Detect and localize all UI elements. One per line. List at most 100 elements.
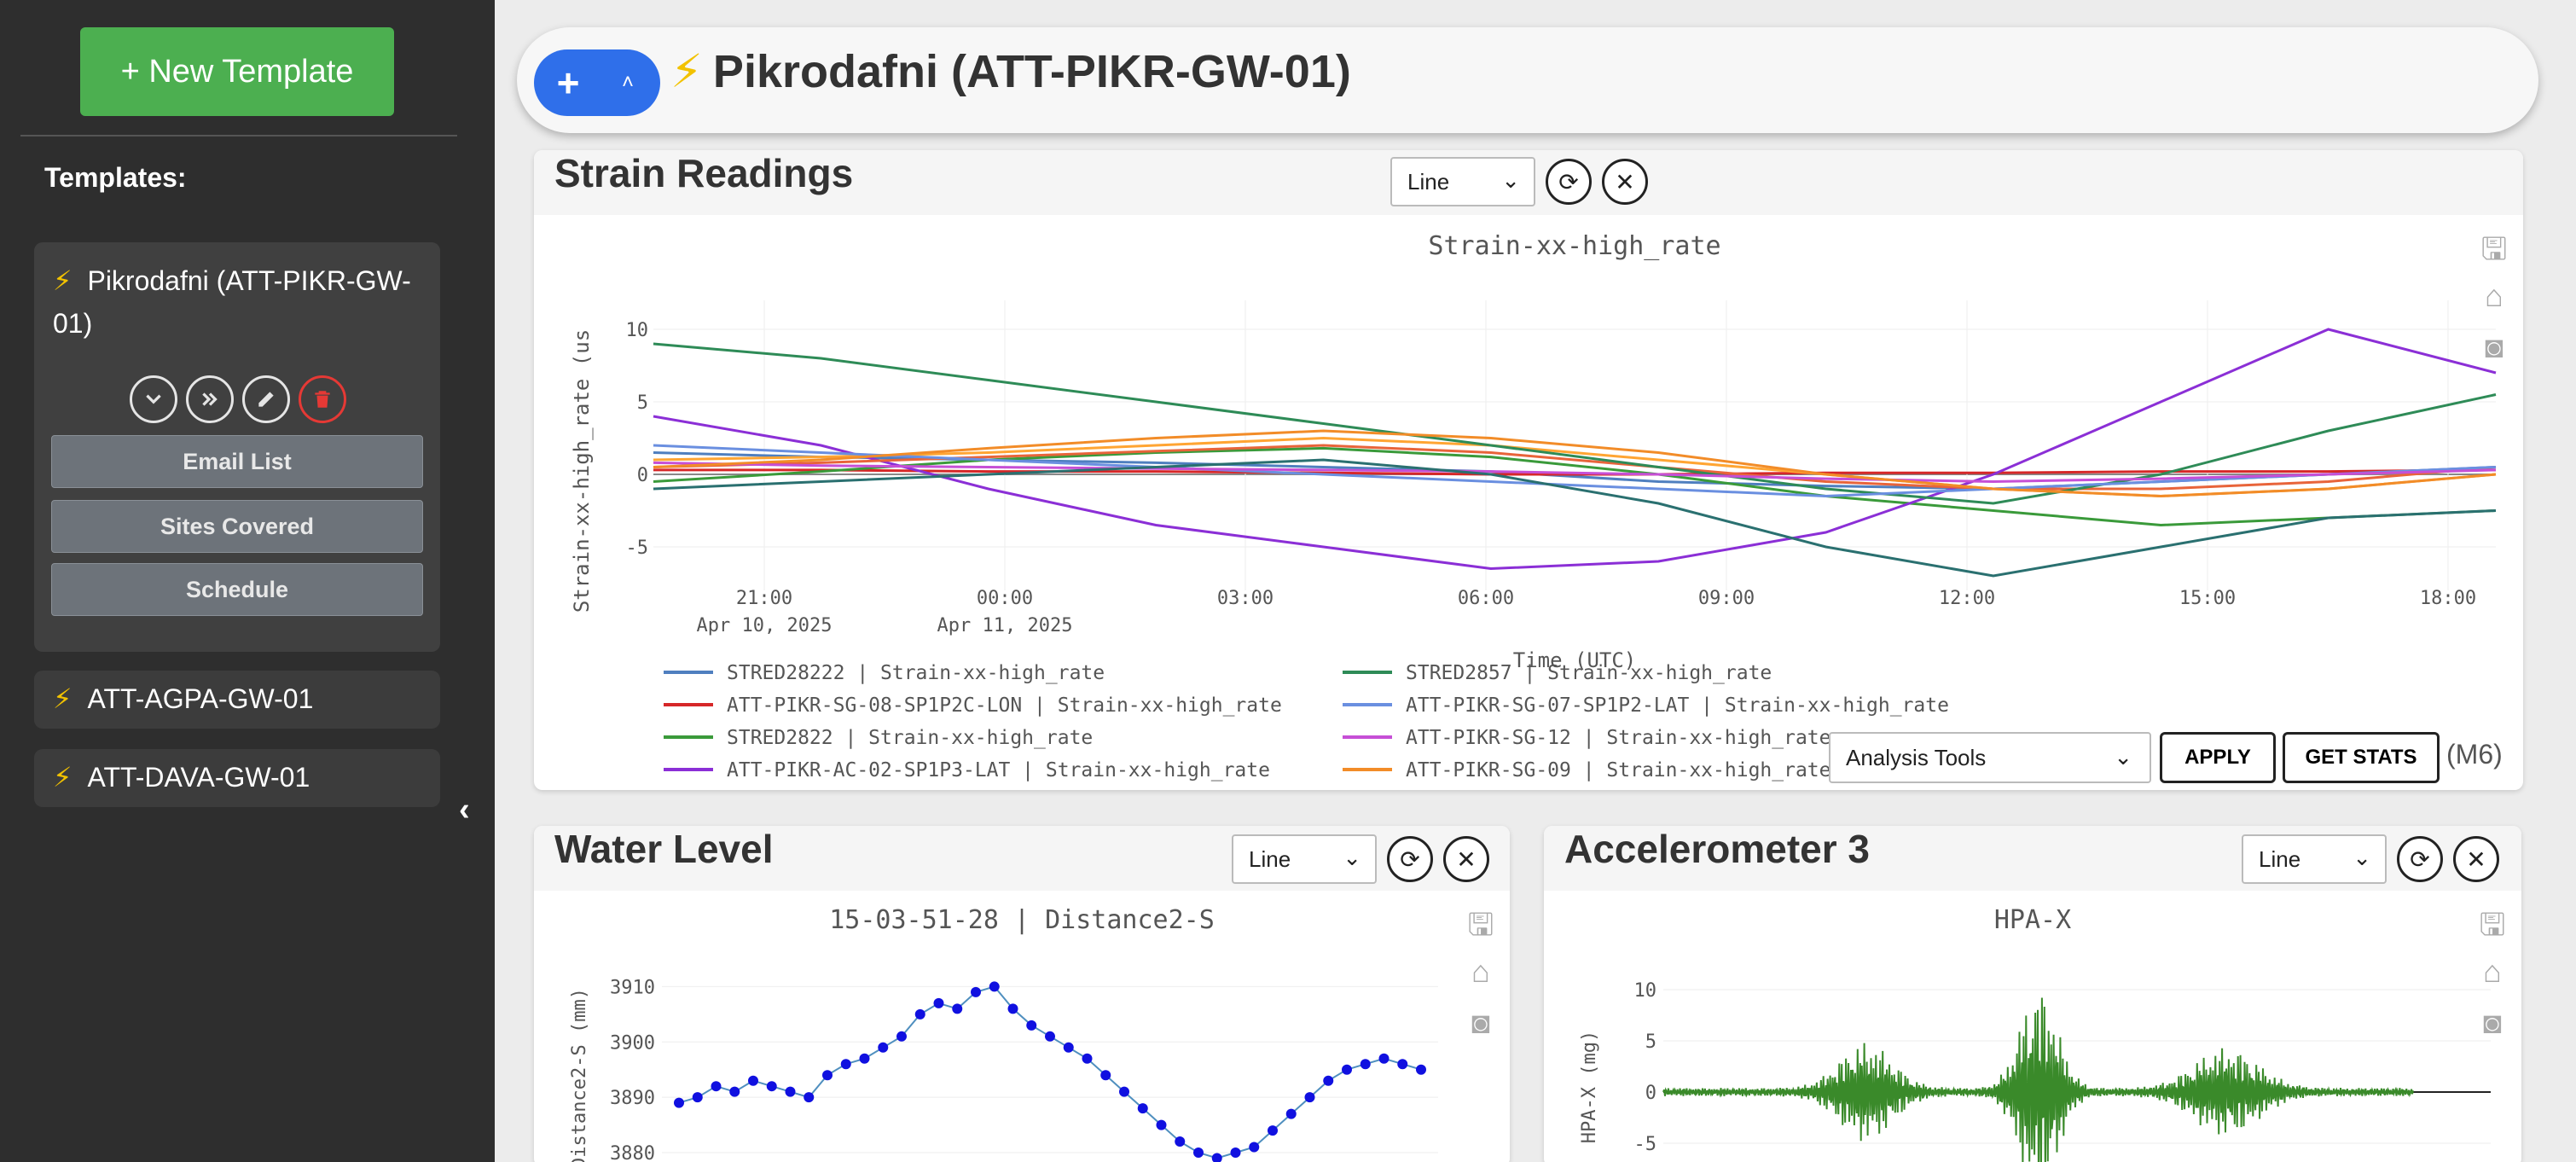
data-point [1360, 1059, 1371, 1070]
save-icon[interactable]: 🖫 [1467, 907, 1494, 942]
plus-icon[interactable]: + [556, 61, 580, 105]
legend-label: ATT-PIKR-SG-09 | Strain-xx-high_rate [1406, 759, 1831, 781]
data-point [1156, 1119, 1167, 1130]
sites-covered-button[interactable]: Sites Covered [51, 500, 423, 553]
series-line [1662, 997, 2414, 1162]
delete-trash-icon[interactable] [299, 375, 346, 423]
home-icon[interactable]: ⌂ [2485, 278, 2503, 313]
new-template-button[interactable]: + New Template [80, 27, 394, 116]
series-line [653, 461, 2497, 484]
template-title-text: ATT-AGPA-GW-01 [87, 683, 314, 714]
accelerometer-chart[interactable]: HPA-X 10 5 0 -5 HPA-X (mg) [1544, 891, 2521, 1162]
close-icon[interactable]: ✕ [1602, 159, 1648, 205]
y-axis-label: Strain-xx-high_rate (us [570, 329, 594, 613]
data-point [989, 981, 1000, 992]
data-point [729, 1086, 740, 1097]
data-point [878, 1042, 889, 1053]
template-card-agpa[interactable]: ⚡ ATT-AGPA-GW-01 [34, 671, 440, 729]
series-line [653, 328, 2497, 571]
camera-icon[interactable]: ◙ [2483, 1005, 2502, 1040]
data-point [1397, 1059, 1408, 1070]
chevron-down-icon: ⌄ [1343, 845, 1361, 870]
page-title: ⚡ Pikrodafni (ATT-PIKR-GW-01) [670, 44, 1351, 98]
data-point [1416, 1064, 1426, 1075]
camera-icon[interactable]: ◙ [2485, 329, 2503, 364]
save-icon[interactable]: 🖫 [2479, 907, 2506, 942]
chart-type-value: Line [1407, 168, 1450, 195]
legend-label: ATT-PIKR-SG-07-SP1P2-LAT | Strain-xx-hig… [1406, 694, 1949, 717]
data-point [1378, 1053, 1390, 1064]
series-line [653, 429, 2497, 498]
data-point [674, 1097, 684, 1108]
y-tick-label: 5 [1645, 1031, 1656, 1053]
y-tick-label: 10 [1634, 980, 1657, 1002]
close-icon[interactable]: ✕ [1443, 836, 1489, 882]
y-tick-label: 0 [637, 465, 648, 486]
chevron-down-icon: ⌄ [2353, 845, 2371, 870]
email-list-button[interactable]: Email List [51, 435, 423, 488]
series-line [653, 342, 2497, 505]
save-icon[interactable]: 🖫 [2480, 231, 2508, 266]
refresh-icon[interactable]: ⟳ [1387, 836, 1433, 882]
data-point [804, 1092, 815, 1103]
apply-button[interactable]: APPLY [2160, 732, 2276, 783]
chart-type-select[interactable]: Line ⌄ [1390, 157, 1535, 206]
expand-icon[interactable] [130, 375, 177, 423]
template-card-dava[interactable]: ⚡ ATT-DAVA-GW-01 [34, 749, 440, 807]
refresh-icon[interactable]: ⟳ [2397, 836, 2443, 882]
double-chevron-right-icon[interactable] [186, 375, 234, 423]
analysis-tools-select[interactable]: Analysis Tools ⌄ [1829, 732, 2151, 783]
data-point [1063, 1042, 1074, 1053]
data-point [1175, 1136, 1186, 1147]
chart-modebar: 🖫 ⌂ ◙ [2477, 227, 2511, 381]
data-point [1323, 1075, 1334, 1086]
data-point [859, 1053, 870, 1064]
y-tick-label: 3880 [610, 1143, 655, 1162]
data-point [1230, 1147, 1241, 1159]
dashboard-header: + ˄ ⚡ Pikrodafni (ATT-PIKR-GW-01) [517, 27, 2538, 133]
refresh-icon[interactable]: ⟳ [1546, 159, 1592, 205]
edit-pencil-icon[interactable] [242, 375, 290, 423]
home-icon[interactable]: ⌂ [2483, 954, 2502, 989]
x-tick-label: 21:00 [736, 588, 792, 609]
chevron-down-icon: ⌄ [2114, 744, 2132, 770]
data-point [1045, 1031, 1055, 1042]
bolt-icon: ⚡ [53, 265, 73, 296]
series-line [653, 444, 2497, 498]
y-tick-label: 3890 [610, 1088, 655, 1109]
template-title: ⚡ Pikrodafni (ATT-PIKR-GW-01) [53, 259, 428, 345]
data-point [1285, 1108, 1297, 1119]
strain-chart[interactable]: Strain-xx-high_rate 10 5 0 -5 21:00 00:00 03:00… [534, 215, 2523, 790]
template-card-pikrodafni[interactable]: ⚡ Pikrodafni (ATT-PIKR-GW-01) Email List … [34, 242, 440, 652]
chart-modebar: 🖫 ⌂ ◙ [2475, 903, 2509, 1056]
add-split-button[interactable]: + ˄ [534, 49, 660, 116]
collapse-sidebar-icon[interactable]: ‹ [459, 792, 470, 828]
data-point [1007, 1003, 1018, 1014]
get-stats-button[interactable]: GET STATS [2283, 732, 2440, 783]
close-icon[interactable]: ✕ [2453, 836, 2499, 882]
m6-label: (M6) [2446, 739, 2503, 770]
strain-readings-panel: Strain Readings Line ⌄ ⟳ ✕ Strain-xx-hig… [534, 150, 2523, 790]
legend-label: ATT-PIKR-AC-02-SP1P3-LAT | Strain-xx-hig… [727, 759, 1270, 781]
legend-label: ATT-PIKR-SG-08-SP1P2C-LON | Strain-xx-hi… [727, 694, 1282, 717]
chart-modebar: 🖫 ⌂ ◙ [1464, 903, 1498, 1056]
data-point [1082, 1053, 1093, 1064]
data-point [1119, 1086, 1129, 1097]
legend-label: STRED2822 | Strain-xx-high_rate [727, 727, 1093, 749]
chart-type-value: Line [1249, 845, 1291, 872]
analysis-tools-label: Analysis Tools [1846, 744, 1987, 770]
template-title-text: Pikrodafni (ATT-PIKR-GW-01) [53, 265, 411, 339]
page-title-text: Pikrodafni (ATT-PIKR-GW-01) [712, 45, 1351, 97]
water-level-chart[interactable]: 15-03-51-28 | Distance2-S 3910 3900 3890 388… [534, 891, 1510, 1162]
panel-title: Water Level [554, 827, 774, 871]
schedule-button[interactable]: Schedule [51, 563, 423, 616]
caret-up-icon[interactable]: ˄ [621, 71, 634, 94]
y-tick-label: 5 [637, 392, 648, 414]
home-icon[interactable]: ⌂ [1471, 954, 1490, 989]
series-line [653, 446, 2497, 527]
chart-type-select[interactable]: Line ⌄ [1232, 834, 1377, 884]
data-point [1268, 1125, 1278, 1136]
x-tick-label: 18:00 [2420, 588, 2476, 609]
camera-icon[interactable]: ◙ [1471, 1005, 1490, 1040]
chart-type-select[interactable]: Line ⌄ [2242, 834, 2387, 884]
